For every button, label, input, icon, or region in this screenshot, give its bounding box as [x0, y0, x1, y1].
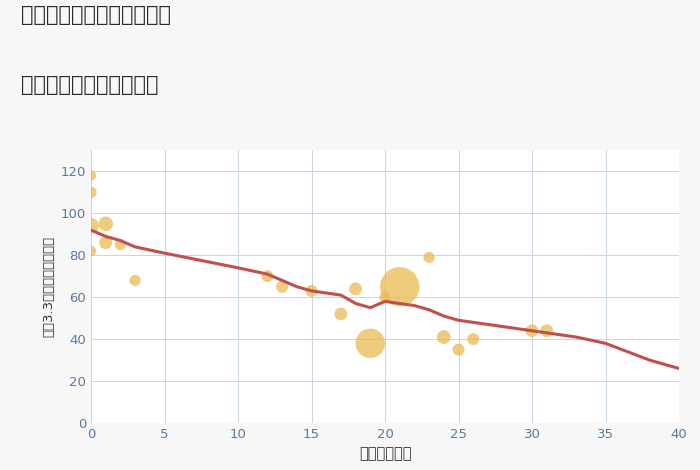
X-axis label: 築年数（年）: 築年数（年） — [358, 446, 412, 462]
Point — [100, 239, 111, 246]
Point — [394, 283, 405, 290]
Point — [526, 327, 538, 335]
Point — [541, 327, 552, 335]
Point — [350, 285, 361, 292]
Point — [365, 339, 376, 347]
Point — [453, 346, 464, 353]
Point — [306, 287, 317, 295]
Point — [424, 254, 435, 261]
Text: 愛知県尾張旭市瀬戸川町の: 愛知県尾張旭市瀬戸川町の — [21, 5, 171, 25]
Point — [85, 247, 97, 255]
Point — [262, 273, 273, 280]
Text: 築年数別中古戸建て価格: 築年数別中古戸建て価格 — [21, 75, 158, 95]
Point — [438, 333, 449, 341]
Point — [130, 277, 141, 284]
Point — [85, 172, 97, 180]
Point — [276, 283, 288, 290]
Y-axis label: 坪（3.3㎡）単価（万円）: 坪（3.3㎡）単価（万円） — [42, 236, 55, 337]
Point — [85, 222, 97, 230]
Point — [85, 188, 97, 196]
Point — [335, 310, 346, 318]
Point — [379, 293, 391, 301]
Point — [100, 220, 111, 227]
Point — [468, 336, 479, 343]
Point — [115, 241, 126, 249]
